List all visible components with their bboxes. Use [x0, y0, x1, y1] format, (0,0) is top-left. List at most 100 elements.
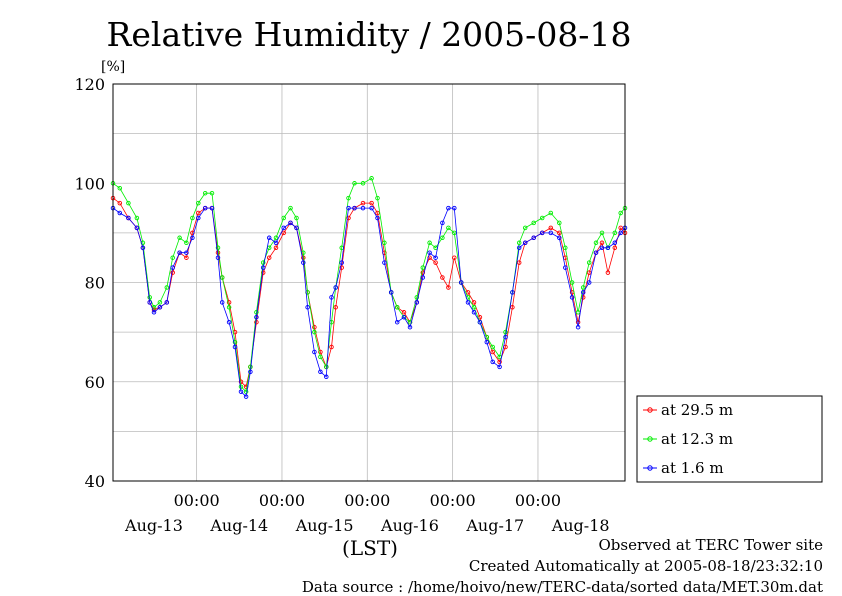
data-point [346, 205, 351, 211]
data-point [612, 245, 618, 251]
data-point [126, 215, 131, 221]
data-point [375, 215, 380, 221]
x-date-label: Aug-13 [124, 516, 183, 535]
data-point [215, 245, 221, 251]
legend-swatch-marker [647, 436, 653, 442]
data-point [599, 230, 605, 236]
data-point [471, 305, 477, 310]
legend-swatch-marker [647, 407, 653, 413]
data-point [339, 265, 344, 270]
data-point [605, 245, 611, 251]
data-point [446, 205, 451, 211]
data-point [563, 265, 568, 270]
series-1 [110, 195, 628, 389]
x-date-label: Aug-18 [551, 516, 610, 535]
data-point [202, 190, 208, 196]
data-point [305, 305, 310, 310]
axis-labels: 40 60 80 100 120 00:00 00:00 00:00 00:00 00:00 Aug… [74, 75, 609, 535]
data-point [420, 270, 426, 275]
x-tick-label: 00:00 [430, 491, 476, 510]
data-point [599, 240, 605, 246]
data-point [312, 329, 317, 335]
data-point [557, 220, 562, 226]
data-point [531, 235, 536, 241]
data-point [452, 255, 457, 260]
data-point [202, 205, 208, 211]
data-point [369, 200, 374, 206]
data-point [177, 235, 182, 241]
data-point [151, 310, 157, 315]
data-point [254, 310, 259, 315]
data-point [569, 280, 575, 285]
data-point [254, 314, 259, 320]
data-point [232, 339, 238, 345]
x-date-label: Aug-14 [209, 516, 268, 535]
data-point [312, 349, 317, 355]
data-point [184, 250, 189, 255]
data-point [126, 200, 131, 206]
data-point [196, 210, 201, 216]
data-point [190, 215, 195, 221]
data-point [117, 200, 123, 206]
data-point [177, 250, 182, 255]
footer-created: Created Automatically at 2005-08-18/23:3… [468, 557, 823, 575]
data-point [369, 205, 374, 211]
series-line [112, 207, 626, 398]
data-point [394, 305, 400, 310]
x-tick-label: 00:00 [515, 491, 561, 510]
data-point [260, 270, 266, 275]
data-point [375, 210, 380, 216]
data-point [593, 250, 599, 255]
data-point [324, 364, 329, 370]
y-tick-label: 40 [85, 472, 105, 491]
data-point [548, 230, 554, 236]
data-point [497, 359, 502, 365]
data-point [458, 280, 464, 285]
data-point [260, 260, 266, 265]
data-point [312, 324, 317, 330]
data-point [407, 324, 413, 330]
data-point [605, 270, 611, 275]
x-tick-label: 00:00 [344, 491, 390, 510]
series-line [112, 177, 626, 393]
x-date-label: Aug-17 [465, 516, 524, 535]
data-point [522, 225, 528, 231]
y-tick-label: 100 [74, 174, 105, 193]
data-point [117, 185, 123, 191]
data-point [539, 230, 545, 236]
data-point [563, 245, 568, 251]
data-point [433, 260, 438, 265]
data-point [531, 220, 536, 226]
data-point [260, 265, 266, 270]
x-axis-label: (LST) [342, 536, 398, 560]
data-point [375, 195, 380, 201]
data-point [388, 290, 394, 295]
data-point [360, 181, 366, 186]
data-point [238, 384, 244, 389]
data-point [586, 270, 592, 275]
data-point [575, 319, 581, 325]
data-point [612, 230, 618, 236]
footer-source: Data source : /home/hoivo/new/TERC-data/… [301, 578, 823, 596]
data-point [414, 295, 420, 300]
data-point [548, 210, 554, 216]
data-point [477, 319, 483, 325]
data-point [593, 240, 599, 246]
data-point [522, 240, 528, 246]
data-point [209, 205, 215, 211]
legend-swatch-marker [647, 465, 653, 471]
data-point [346, 215, 351, 221]
data-point [427, 250, 432, 255]
data-point [382, 260, 387, 265]
data-point [369, 176, 374, 181]
data-point [243, 389, 249, 394]
data-point [266, 235, 272, 241]
series-3 [110, 205, 628, 399]
data-point [440, 220, 445, 226]
series-2 [110, 176, 628, 394]
data-point [516, 240, 522, 246]
data-point [226, 319, 232, 325]
data-point [569, 295, 575, 300]
data-point [318, 349, 323, 355]
data-point [510, 305, 515, 310]
